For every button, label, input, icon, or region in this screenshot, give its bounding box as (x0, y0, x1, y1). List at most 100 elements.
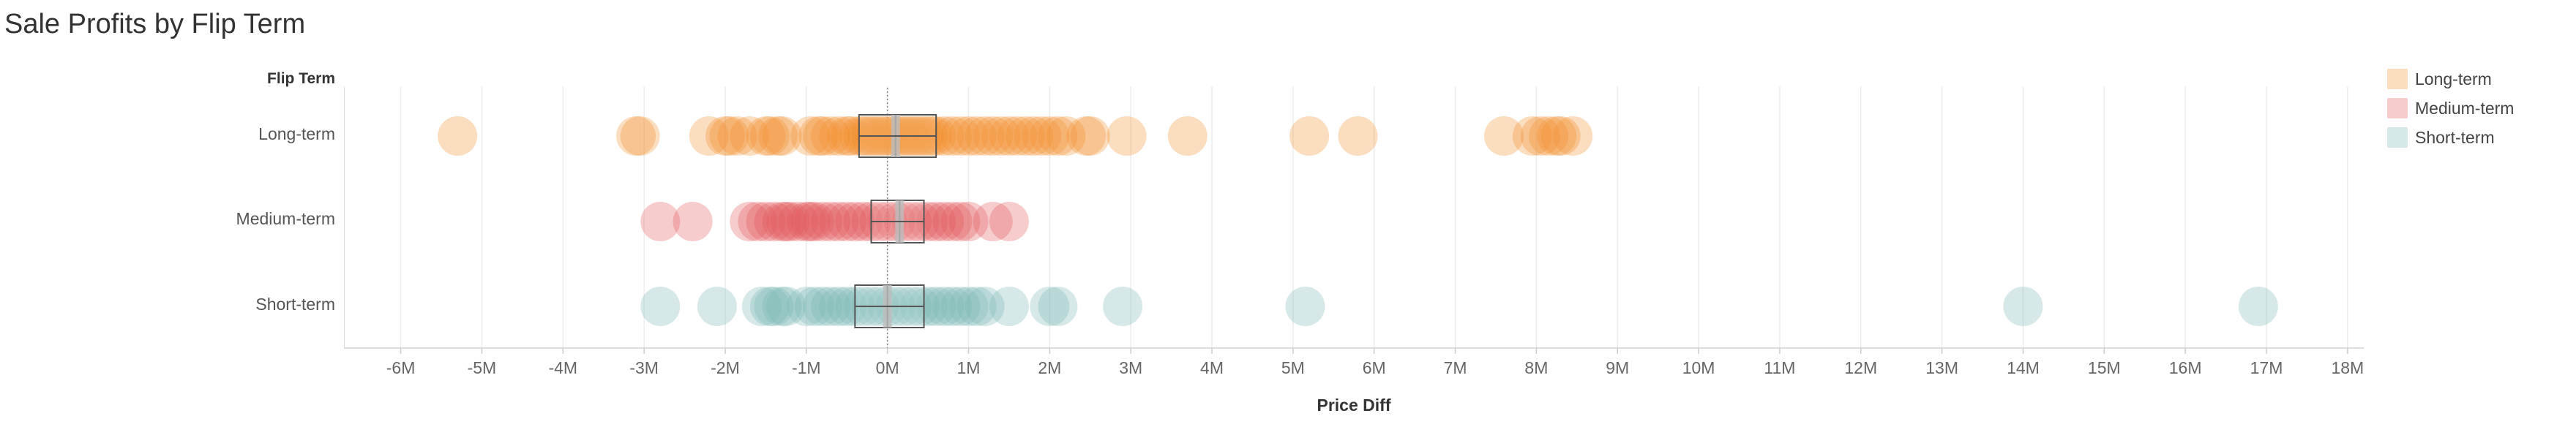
data-point-long-term (827, 116, 867, 156)
data-point-long-term (940, 116, 981, 156)
data-point-short-term (908, 287, 948, 326)
data-point-short-term (786, 287, 826, 326)
data-point-medium-term (948, 202, 989, 241)
data-point-medium-term (794, 202, 834, 241)
data-point-long-term (790, 116, 831, 156)
data-point-medium-term (916, 202, 956, 241)
data-point-short-term (948, 287, 989, 326)
data-point-medium-term (766, 202, 806, 241)
data-point-long-term (981, 116, 1021, 156)
data-point-short-term (1103, 287, 1143, 326)
data-point-long-term (965, 116, 1005, 156)
data-point-medium-term (786, 202, 826, 241)
x-tick-label: -2M (711, 358, 740, 377)
data-point-short-term (697, 287, 737, 326)
data-point-medium-term (802, 202, 842, 241)
legend-swatch-long-term (2387, 69, 2408, 89)
data-point-short-term (932, 287, 973, 326)
data-point-short-term (1285, 287, 1325, 326)
data-point-short-term (1030, 287, 1070, 326)
data-point-long-term (749, 116, 790, 156)
data-point-medium-term (762, 202, 802, 241)
x-tick-label: 18M (2331, 358, 2364, 377)
data-point-short-term (940, 287, 981, 326)
data-point-long-term (1006, 116, 1046, 156)
data-point-short-term (640, 287, 681, 326)
data-point-long-term (831, 116, 871, 156)
x-tick-label: -1M (792, 358, 821, 377)
data-point-medium-term (790, 202, 831, 241)
data-point-long-term (1022, 116, 1062, 156)
row-dimension-header: Flip Term (267, 70, 335, 87)
data-point-long-term (1529, 116, 1569, 156)
x-tick-label: -5M (468, 358, 497, 377)
data-point-long-term (1338, 116, 1378, 156)
x-tick-label: 9M (1606, 358, 1629, 377)
data-point-medium-term (973, 202, 1013, 241)
legend: Long-term Medium-term Short-term (2387, 64, 2514, 152)
legend-item-short-term[interactable]: Short-term (2387, 123, 2514, 152)
data-point-medium-term (778, 202, 818, 241)
data-point-long-term (746, 116, 786, 156)
data-point-long-term (689, 116, 729, 156)
x-tick-label: 2M (1038, 358, 1061, 377)
data-point-long-term (932, 116, 973, 156)
data-point-medium-term (940, 202, 981, 241)
legend-label: Medium-term (2415, 98, 2515, 118)
x-tick-label: 17M (2250, 358, 2283, 377)
data-point-long-term (1537, 116, 1577, 156)
row-label-short-term: Short-term (255, 295, 335, 314)
data-point-short-term (827, 287, 867, 326)
data-point-short-term (989, 287, 1029, 326)
data-point-long-term (973, 116, 1013, 156)
data-point-long-term (758, 116, 798, 156)
data-point-long-term (997, 116, 1037, 156)
x-tick-label: 14M (2007, 358, 2040, 377)
x-tick-label: 11M (1764, 358, 1795, 377)
data-point-short-term (2003, 287, 2043, 326)
data-point-medium-term (924, 202, 965, 241)
data-point-medium-term (811, 202, 851, 241)
x-tick-label: 16M (2169, 358, 2202, 377)
data-point-short-term (956, 287, 997, 326)
data-point-medium-term (819, 202, 859, 241)
legend-item-medium-term[interactable]: Medium-term (2387, 94, 2514, 123)
data-point-short-term (802, 287, 842, 326)
data-point-medium-term (730, 202, 770, 241)
data-point-long-term (956, 116, 997, 156)
legend-item-long-term[interactable]: Long-term (2387, 64, 2514, 94)
data-point-medium-term (746, 202, 786, 241)
data-point-long-term (717, 116, 757, 156)
data-point-medium-term (908, 202, 948, 241)
data-point-short-term (1038, 287, 1078, 326)
row-label-medium-term: Medium-term (236, 209, 335, 228)
data-point-medium-term (673, 202, 713, 241)
data-point-short-term (794, 287, 834, 326)
data-point-long-term (616, 116, 656, 156)
data-point-short-term (924, 287, 965, 326)
data-point-long-term (811, 116, 851, 156)
data-point-long-term (819, 116, 859, 156)
data-point-short-term (819, 287, 859, 326)
legend-swatch-short-term (2387, 127, 2408, 148)
data-point-long-term (948, 116, 989, 156)
data-point-medium-term (827, 202, 867, 241)
data-point-short-term (762, 287, 802, 326)
x-tick-label: 10M (1682, 358, 1715, 377)
data-point-long-term (438, 116, 478, 156)
x-tick-label: 6M (1363, 358, 1386, 377)
data-point-long-term (989, 116, 1029, 156)
data-point-short-term (811, 287, 851, 326)
data-point-long-term (1014, 116, 1054, 156)
data-point-medium-term (932, 202, 973, 241)
data-point-short-term (766, 287, 806, 326)
legend-swatch-medium-term (2387, 98, 2408, 118)
data-point-long-term (1512, 116, 1552, 156)
data-point-short-term (741, 287, 782, 326)
x-tick-label: 15M (2088, 358, 2121, 377)
data-point-long-term (1038, 116, 1078, 156)
data-point-medium-term (754, 202, 794, 241)
data-point-short-term (965, 287, 1005, 326)
data-point-short-term (754, 287, 794, 326)
data-point-medium-term (770, 202, 810, 241)
